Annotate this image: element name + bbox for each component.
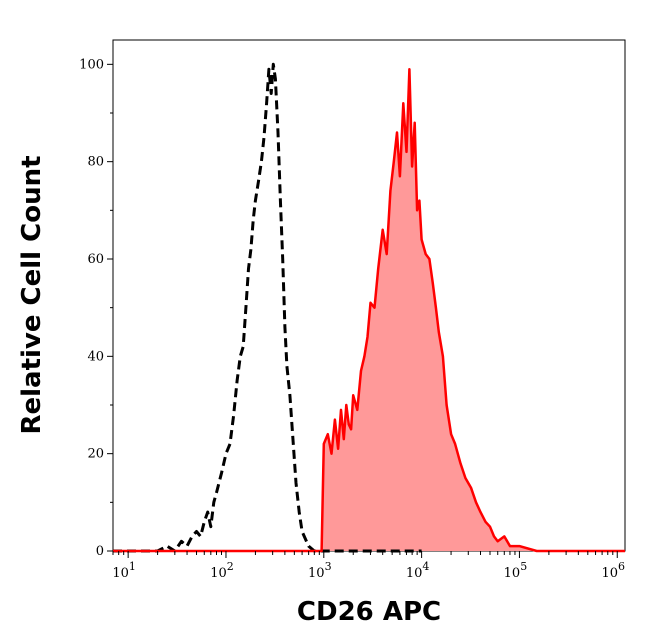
- y-tick-label: 60: [87, 252, 104, 267]
- series-1-area: [113, 69, 625, 551]
- x-tick-label: 102: [210, 560, 234, 581]
- series-1-line: [113, 67, 625, 553]
- series-0-line: [113, 62, 422, 553]
- x-tick-label: 104: [406, 560, 430, 581]
- x-tick-label: 101: [112, 560, 136, 581]
- y-tick-label: 100: [79, 57, 104, 72]
- fill-layer: [113, 69, 625, 551]
- y-axis: 0 20 40 60 80 100: [79, 57, 113, 559]
- line-layer: [113, 62, 625, 553]
- y-tick-label: 80: [87, 155, 104, 170]
- y-axis-title: Relative Cell Count: [17, 155, 47, 434]
- x-axis: 101 102 103 104 105 106: [112, 551, 625, 581]
- y-tick-label: 0: [96, 544, 104, 559]
- x-axis-title: CD26 APC: [297, 597, 441, 627]
- x-tick-label: 105: [504, 560, 528, 581]
- x-tick-label: 106: [601, 560, 625, 581]
- y-tick-label: 20: [87, 447, 104, 462]
- y-tick-label: 40: [87, 349, 104, 364]
- x-tick-label: 103: [308, 560, 332, 581]
